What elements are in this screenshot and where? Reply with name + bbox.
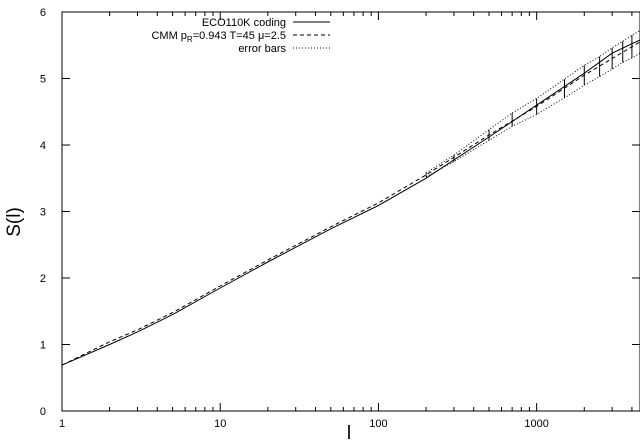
- error-band-lower: [425, 52, 640, 178]
- legend-label-eco110k: ECO110K coding: [202, 17, 286, 29]
- series-line-solid: [61, 39, 640, 366]
- y-tick-label: 0: [40, 406, 46, 418]
- x-axis-title: l: [347, 423, 351, 441]
- y-tick-label: 2: [40, 273, 46, 285]
- plot-frame: [61, 11, 640, 412]
- legend-label-cmm: CMM pR=0.943 T=45 μ=2.5: [151, 30, 286, 44]
- x-tick-label: 100: [369, 418, 387, 430]
- y-tick-label: 6: [40, 7, 46, 19]
- series-line-dashed: [61, 41, 640, 366]
- y-tick-label: 1: [40, 340, 46, 352]
- y-axis-title: S(l): [4, 207, 25, 237]
- series-group: [61, 30, 640, 366]
- axis-ticks: [61, 11, 640, 412]
- x-tick-labels: 1 10 100 1000: [59, 418, 549, 430]
- y-tick-label: 4: [40, 140, 46, 152]
- error-band-upper: [425, 30, 640, 174]
- y-tick-label: 3: [40, 207, 46, 219]
- legend-label-error-bars: error bars: [238, 43, 286, 55]
- x-tick-label: 1000: [524, 418, 548, 430]
- x-tick-label: 10: [214, 418, 226, 430]
- legend: ECO110K coding CMM pR=0.943 T=45 μ=2.5 e…: [151, 17, 330, 55]
- y-tick-labels: 0 1 2 3 4 5 6: [40, 7, 46, 418]
- y-tick-label: 5: [40, 74, 46, 86]
- x-tick-label: 1: [59, 418, 65, 430]
